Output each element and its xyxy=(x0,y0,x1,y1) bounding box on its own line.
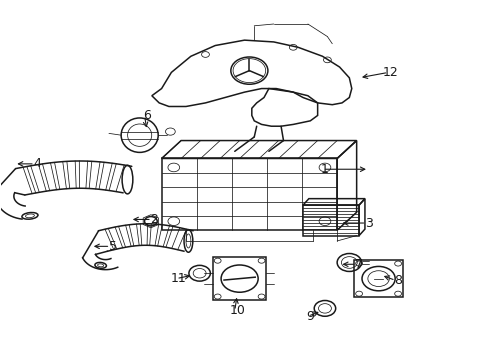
Text: 12: 12 xyxy=(382,66,398,79)
Text: 6: 6 xyxy=(143,109,151,122)
Text: 11: 11 xyxy=(170,272,186,285)
Text: 5: 5 xyxy=(109,240,117,253)
Text: 7: 7 xyxy=(354,258,363,271)
Text: 2: 2 xyxy=(150,213,158,226)
Text: 1: 1 xyxy=(320,163,328,176)
Text: 8: 8 xyxy=(393,274,401,287)
Text: 9: 9 xyxy=(306,310,314,323)
Text: 10: 10 xyxy=(229,305,244,318)
Text: 4: 4 xyxy=(33,157,41,170)
Text: 3: 3 xyxy=(364,216,372,230)
